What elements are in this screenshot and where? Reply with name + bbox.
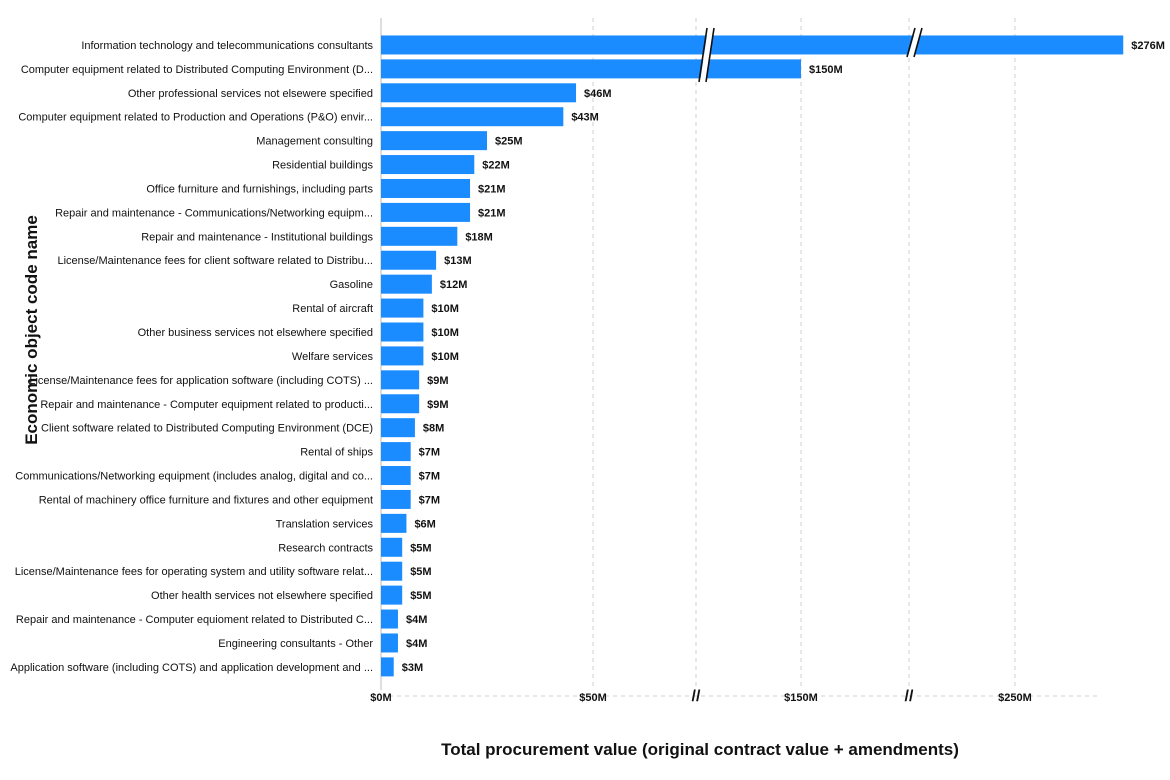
bar xyxy=(381,298,424,318)
bar xyxy=(381,131,487,151)
bar xyxy=(381,513,407,533)
category-label: Translation services xyxy=(276,518,374,530)
value-label: $150M xyxy=(809,64,843,76)
value-label: $5M xyxy=(410,566,431,578)
axis-break-tick: // xyxy=(905,688,914,705)
category-label: Rental of aircraft xyxy=(292,303,373,315)
category-label: Other health services not elsewhere spec… xyxy=(151,590,373,602)
bar xyxy=(381,466,411,486)
bar xyxy=(381,322,424,342)
category-label: Repair and maintenance - Computer equiom… xyxy=(16,614,373,626)
y-axis-title: Economic object code name xyxy=(22,215,41,445)
bar xyxy=(381,226,458,246)
bar xyxy=(381,394,420,414)
bar xyxy=(381,537,403,557)
value-label: $7M xyxy=(419,447,440,459)
bar xyxy=(381,489,411,509)
bars xyxy=(381,35,1124,677)
category-label: Repair and maintenance - Computer equipm… xyxy=(40,399,373,411)
axis-break-markers xyxy=(698,27,923,83)
category-label: Rental of ships xyxy=(300,447,373,459)
value-label: $13M xyxy=(444,255,472,267)
value-label: $3M xyxy=(402,662,423,674)
category-label: Gasoline xyxy=(330,279,373,291)
value-label: $10M xyxy=(431,303,459,315)
bar xyxy=(381,274,432,294)
category-label: Repair and maintenance - Institutional b… xyxy=(141,231,373,243)
value-label: $43M xyxy=(571,112,599,124)
bar xyxy=(381,35,1124,55)
value-label: $6M xyxy=(414,518,435,530)
category-label: Repair and maintenance - Communications/… xyxy=(55,207,373,219)
value-label: $12M xyxy=(440,279,468,291)
bar xyxy=(381,370,420,390)
value-label: $25M xyxy=(495,136,523,148)
category-labels: Information technology and telecommunica… xyxy=(10,40,373,674)
value-label: $5M xyxy=(410,542,431,554)
value-label: $9M xyxy=(427,375,448,387)
value-label: $4M xyxy=(406,614,427,626)
bar xyxy=(381,178,471,198)
bar xyxy=(381,107,564,127)
bar xyxy=(381,155,475,175)
value-label: $8M xyxy=(423,423,444,435)
category-label: Other business services not elsewhere sp… xyxy=(138,327,373,339)
bar xyxy=(381,59,801,79)
axis-break-tick: // xyxy=(692,688,701,705)
value-label: $22M xyxy=(482,160,510,172)
value-label: $10M xyxy=(431,351,459,363)
category-label: Information technology and telecommunica… xyxy=(81,40,373,52)
bar xyxy=(381,585,403,605)
tick-label: $150M xyxy=(784,692,818,704)
bar xyxy=(381,442,411,462)
category-label: Residential buildings xyxy=(272,160,373,172)
category-label: License/Maintenance fees for application… xyxy=(29,375,373,387)
tick-label: $50M xyxy=(579,692,607,704)
bar xyxy=(381,657,394,677)
bar xyxy=(381,561,403,581)
category-label: Management consulting xyxy=(256,136,373,148)
tick-label: $0M xyxy=(370,692,391,704)
value-label: $276M xyxy=(1131,40,1165,52)
category-label: Computer equipment related to Distribute… xyxy=(21,64,373,76)
bar xyxy=(381,609,398,629)
value-label: $5M xyxy=(410,590,431,602)
bar xyxy=(381,250,437,270)
x-axis-ticks: $0M $50M // $150M // $250M xyxy=(370,688,1032,705)
value-label: $10M xyxy=(431,327,459,339)
bar xyxy=(381,418,415,438)
bar xyxy=(381,633,398,653)
category-label: Other professional services not elsewere… xyxy=(128,88,373,100)
tick-label: $250M xyxy=(998,692,1032,704)
category-label: Research contracts xyxy=(278,542,373,554)
value-label: $7M xyxy=(419,471,440,483)
value-label: $46M xyxy=(584,88,612,100)
value-label: $9M xyxy=(427,399,448,411)
category-label: Computer equipment related to Production… xyxy=(18,112,373,124)
value-label: $4M xyxy=(406,638,427,650)
category-label: Welfare services xyxy=(292,351,374,363)
bar xyxy=(381,202,471,222)
axis-break-marker xyxy=(698,27,715,83)
category-label: Application software (including COTS) an… xyxy=(10,662,373,674)
category-label: Client software related to Distributed C… xyxy=(41,423,373,435)
value-label: $21M xyxy=(478,207,506,219)
value-label: $7M xyxy=(419,494,440,506)
bar xyxy=(381,346,424,366)
category-label: License/Maintenance fees for operating s… xyxy=(15,566,373,578)
x-axis-title: Total procurement value (original contra… xyxy=(441,740,959,759)
category-label: Rental of machinery office furniture and… xyxy=(39,494,373,506)
category-label: Office furniture and furnishings, includ… xyxy=(146,183,373,195)
bar xyxy=(381,83,577,103)
value-label: $21M xyxy=(478,183,506,195)
axis-break-marker xyxy=(906,27,923,58)
category-label: License/Maintenance fees for client soft… xyxy=(58,255,374,267)
value-label: $18M xyxy=(465,231,493,243)
category-label: Engineering consultants - Other xyxy=(218,638,373,650)
grid-lines xyxy=(380,18,1100,697)
category-label: Communications/Networking equipment (inc… xyxy=(15,471,373,483)
value-labels: $276M $150M $46M $43M $25M $22M $21M $21M $18M $1… xyxy=(402,40,1165,674)
